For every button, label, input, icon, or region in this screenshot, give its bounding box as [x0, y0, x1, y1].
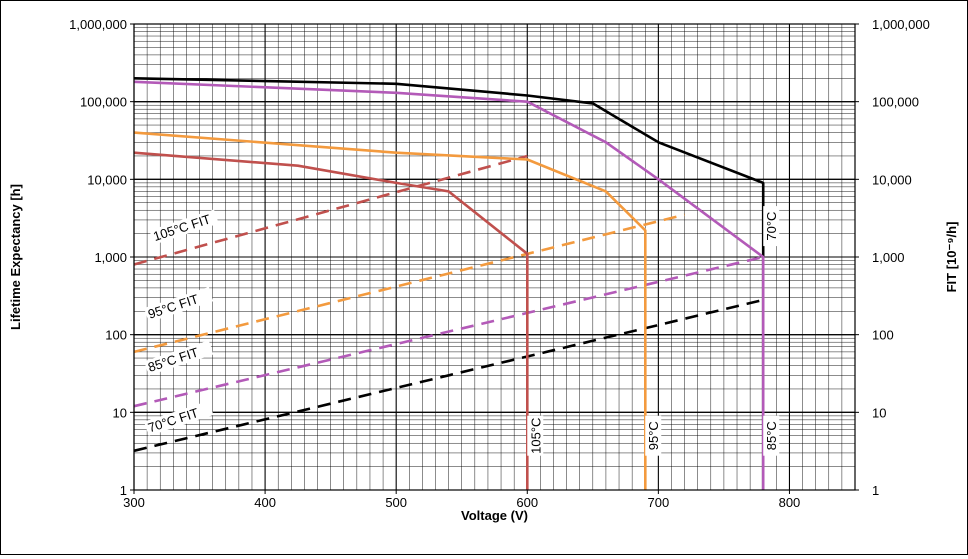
lifetime-line-70C — [133, 77, 765, 490]
y-axis-title-right: FIT [10⁻⁹/h] — [944, 222, 959, 293]
fit-label-background — [144, 340, 214, 376]
temp-label: 70°C — [764, 212, 779, 241]
y-tick-label-left: 10 — [113, 405, 127, 420]
fit-label-background — [144, 400, 214, 436]
x-tick-label: 400 — [254, 495, 276, 510]
temp-label-background — [645, 415, 662, 456]
x-tick-label: 800 — [779, 495, 801, 510]
y-tick-label-right: 100,000 — [872, 95, 919, 110]
y-tick-label-right: 1 — [872, 483, 879, 498]
temp-label-background — [763, 206, 780, 247]
fit-label-background — [144, 287, 214, 323]
y-tick-label-right: 100 — [872, 328, 894, 343]
y-tick-label-left: 1 — [120, 483, 127, 498]
y-tick-label-left: 1,000,000 — [69, 17, 127, 32]
fit-line-95C — [133, 213, 685, 354]
y-tick-label-left: 100,000 — [80, 95, 127, 110]
y-tick-label-left: 10,000 — [87, 172, 127, 187]
lifetime-line-85C — [133, 80, 765, 490]
temp-label: 105°C — [528, 418, 543, 454]
fit-label-background — [149, 209, 219, 245]
y-tick-label-right: 10 — [872, 405, 886, 420]
tick-labels: 300 400 500 600 700 800 1 1 10 10 100 100 1,000 1,000… — [69, 17, 930, 510]
fit-line-70C — [133, 298, 764, 453]
temp-label: 95°C — [646, 421, 661, 450]
temp-label-background — [763, 415, 780, 456]
fit-line-85C — [133, 255, 764, 408]
grid — [133, 23, 856, 491]
y-tick-label-right: 1,000,000 — [872, 17, 930, 32]
x-tick-label: 500 — [385, 495, 407, 510]
fit-line-105C — [133, 154, 528, 266]
y-axis-title-left: Lifetime Expectancy [h] — [8, 184, 23, 330]
series-lines — [133, 77, 765, 490]
lifetime-line-95C — [133, 131, 647, 490]
x-tick-label: 600 — [516, 495, 538, 510]
y-tick-label-right: 1,000 — [872, 250, 905, 265]
lifetime-line-105C — [133, 151, 529, 490]
y-tick-label-left: 1,000 — [94, 250, 127, 265]
x-tick-label: 300 — [123, 495, 145, 510]
y-tick-label-right: 10,000 — [872, 172, 912, 187]
x-tick-label: 700 — [648, 495, 670, 510]
x-axis-title: Voltage (V) — [461, 508, 528, 523]
temp-label: 85°C — [764, 421, 779, 450]
y-tick-label-left: 100 — [105, 328, 127, 343]
temp-label-background — [527, 415, 544, 456]
